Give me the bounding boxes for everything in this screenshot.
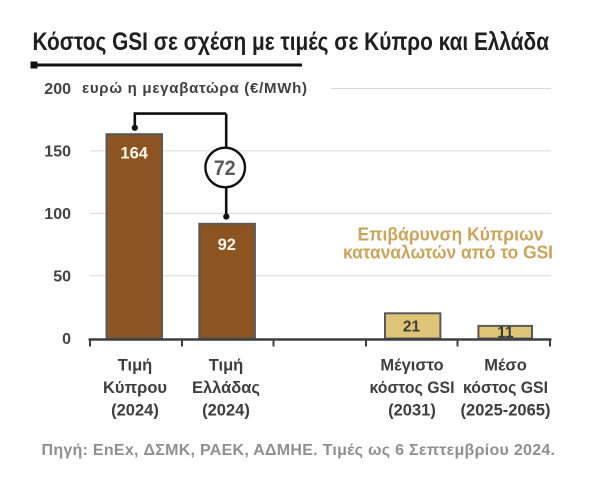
svg-text:0: 0 [62,331,71,348]
svg-text:164: 164 [120,144,148,162]
svg-text:ευρώ η μεγαβατώρα (€/MWh): ευρώ η μεγαβατώρα (€/MWh) [82,80,307,97]
svg-text:200: 200 [44,81,71,98]
svg-text:150: 150 [44,144,71,161]
svg-text:(2024): (2024) [111,401,159,419]
svg-text:Μέσο: Μέσο [484,357,527,375]
svg-text:11: 11 [497,324,514,341]
svg-text:Πηγή: EnEx, ΔΣΜΚ, ΡΑΕΚ, ΑΔΜΗΕ.: Πηγή: EnEx, ΔΣΜΚ, ΡΑΕΚ, ΑΔΜΗΕ. Τιμές ως … [42,442,556,459]
svg-text:Τιμή: Τιμή [118,357,153,375]
svg-text:50: 50 [53,268,71,285]
svg-text:κόστος GSI: κόστος GSI [463,379,548,397]
svg-text:Ελλάδας: Ελλάδας [192,379,260,397]
svg-text:21: 21 [403,318,421,335]
svg-text:κόστος GSI: κόστος GSI [370,379,455,397]
svg-text:92: 92 [218,236,236,254]
svg-text:(2025-2065): (2025-2065) [461,401,551,419]
svg-text:(2031): (2031) [388,401,436,419]
svg-text:Κύπρου: Κύπρου [103,379,167,397]
svg-text:100: 100 [44,206,71,223]
svg-text:(2024): (2024) [202,401,250,419]
svg-text:Κόστος GSI σε σχέση με τιμές σ: Κόστος GSI σε σχέση με τιμές σε Κύπρο κα… [33,28,550,56]
svg-text:Επιβάρυνση Κύπριων: Επιβάρυνση Κύπριων [358,225,544,245]
svg-text:Μέγιστο: Μέγιστο [380,357,443,375]
svg-text:Τιμή: Τιμή [209,357,244,375]
svg-text:72: 72 [214,156,236,180]
svg-text:καταναλωτών από το GSI: καταναλωτών από το GSI [343,243,553,263]
